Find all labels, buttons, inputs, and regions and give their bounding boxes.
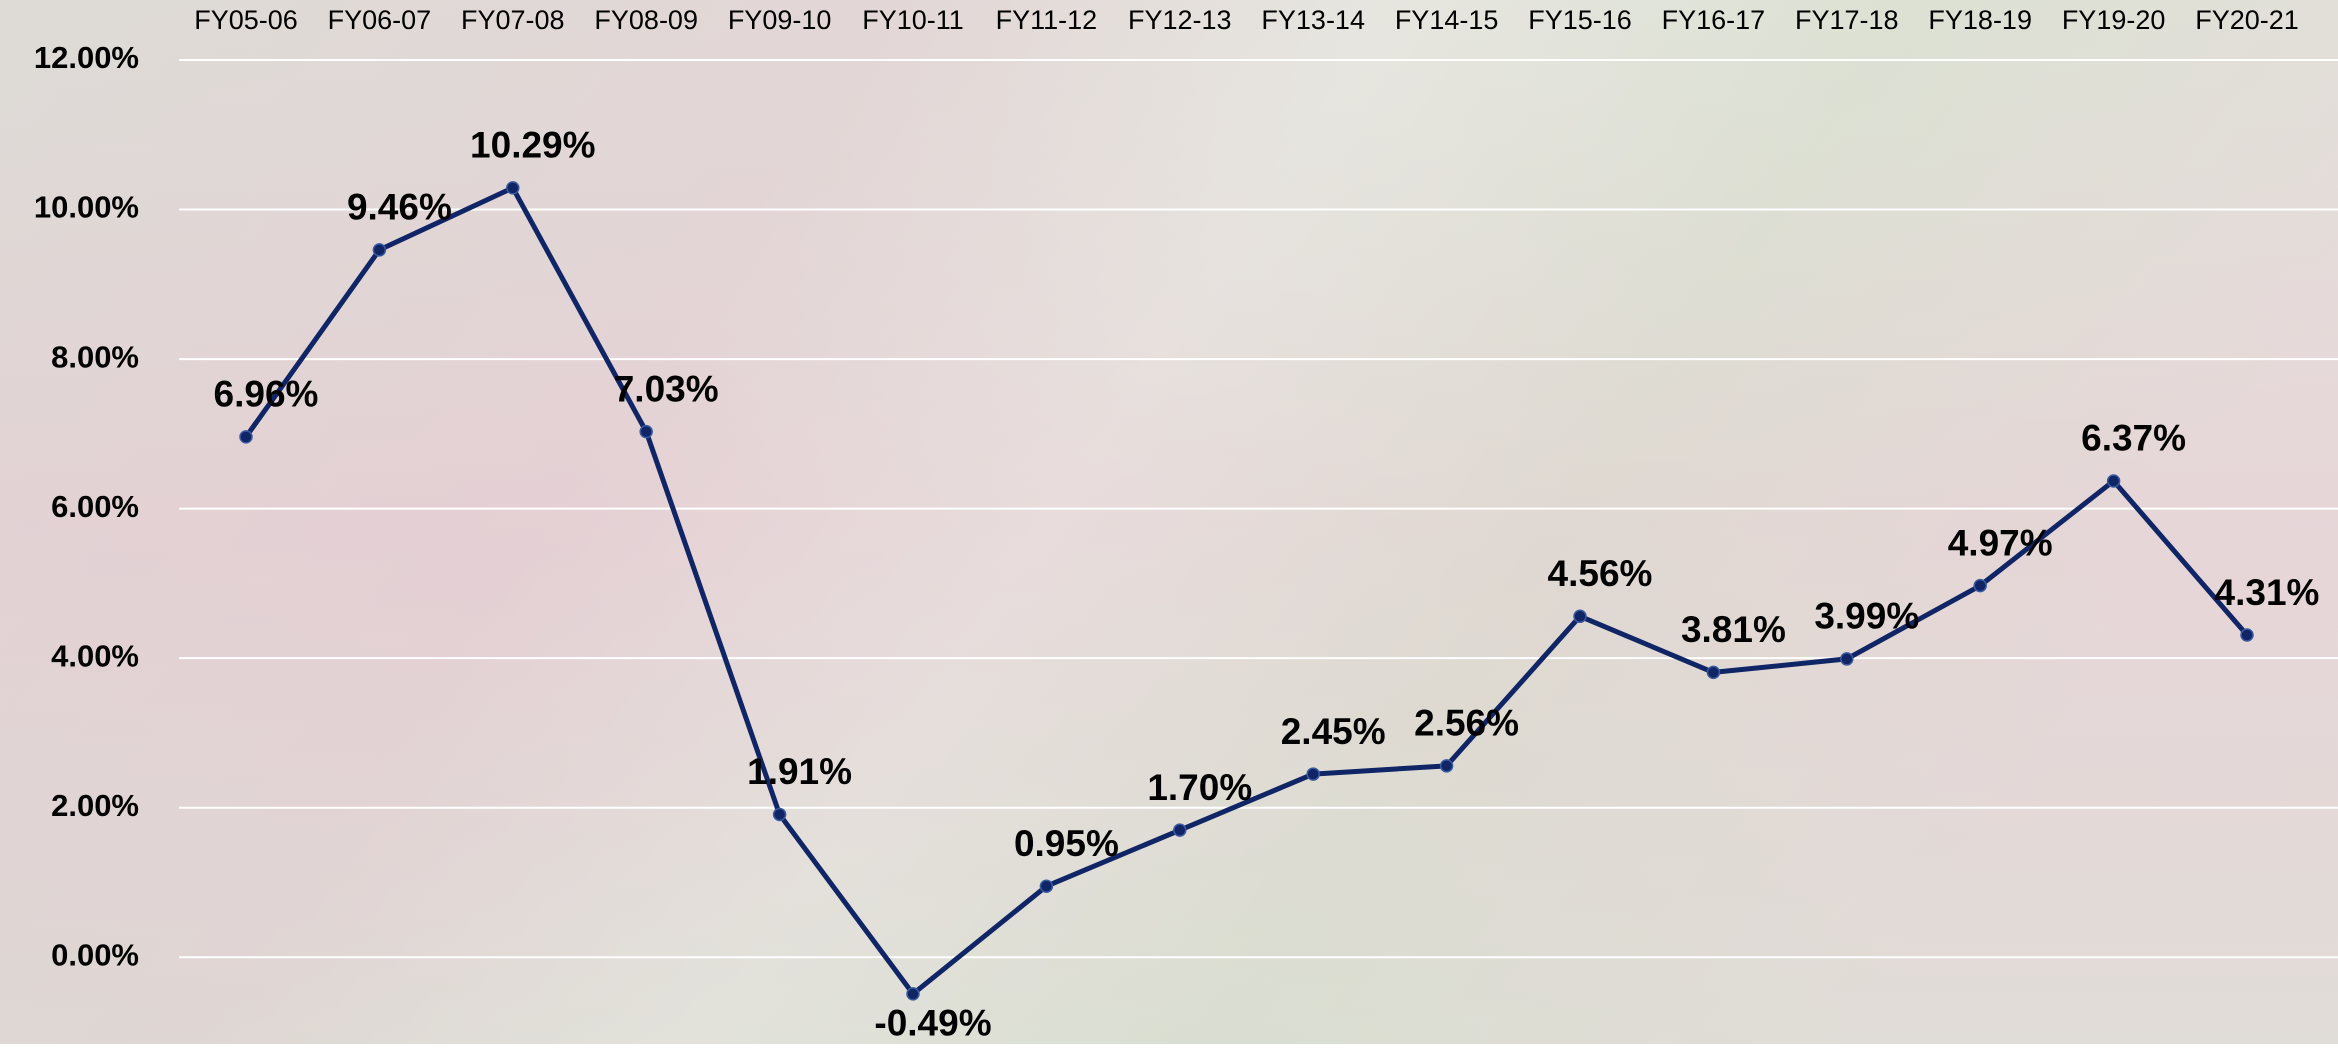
y-tick-label: 6.00% [51, 489, 139, 524]
marker [639, 424, 653, 439]
marker [1973, 578, 1987, 593]
marker [1573, 609, 1587, 624]
value-label: 1.91% [747, 751, 852, 792]
x-tick-label: FY05-06 [194, 5, 298, 35]
value-label: 4.97% [1948, 522, 2053, 563]
x-tick-label: FY08-09 [594, 5, 698, 35]
x-tick-label: FY14-15 [1395, 5, 1499, 35]
value-label: 3.81% [1681, 609, 1786, 650]
value-label: 4.31% [2215, 572, 2320, 613]
marker [239, 430, 253, 444]
y-tick-label: 2.00% [51, 788, 139, 823]
x-tick-label: FY07-08 [461, 5, 565, 35]
marker [2106, 474, 2121, 488]
line [243, 185, 2249, 997]
x-tick-label: FY16-17 [1662, 5, 1766, 35]
y-tick-label: 10.00% [34, 190, 139, 225]
x-tick-label: FY13-14 [1261, 5, 1365, 35]
value-label: 2.45% [1281, 711, 1386, 752]
marker [506, 181, 520, 195]
y-tick-label: 8.00% [51, 339, 139, 374]
value-label: 2.56% [1414, 703, 1519, 744]
x-tick-label: FY10-11 [862, 5, 964, 35]
value-label: 6.37% [2081, 418, 2186, 459]
marker [1039, 879, 1054, 893]
value-label: 10.29% [470, 125, 596, 166]
marker [1840, 652, 1854, 666]
x-tick-label: FY17-18 [1795, 5, 1899, 35]
marker [1706, 665, 1721, 680]
marker [772, 807, 787, 822]
value-label: 4.56% [1548, 553, 1653, 594]
marker [372, 243, 387, 257]
value-label: 0.95% [1014, 823, 1119, 864]
marker [1173, 823, 1187, 837]
value-label: 3.99% [1814, 596, 1919, 637]
value-label: 1.70% [1147, 767, 1252, 808]
x-tick-label: FY19-20 [2062, 5, 2166, 35]
value-label: 6.96% [214, 374, 319, 415]
marker [906, 987, 920, 1001]
x-tick-label: FY15-16 [1528, 5, 1632, 35]
y-tick-label: 0.00% [51, 937, 139, 972]
value-label: 9.46% [347, 187, 452, 228]
x-tick-label: FY11-12 [996, 5, 1098, 35]
x-tick-label: FY09-10 [728, 5, 832, 35]
value-label: 7.03% [614, 368, 719, 409]
marker [2240, 628, 2254, 642]
x-tick-label: FY18-19 [1928, 5, 2032, 35]
x-tick-label: FY20-21 [2195, 5, 2299, 35]
value-label: -0.49% [874, 1003, 991, 1044]
y-tick-label: 12.00% [34, 40, 139, 75]
y-tick-label: 4.00% [51, 638, 139, 673]
x-tick-label: FY12-13 [1128, 5, 1232, 35]
x-tick-label: FY06-07 [328, 5, 432, 35]
marker [1306, 767, 1320, 781]
marker [1439, 759, 1454, 773]
